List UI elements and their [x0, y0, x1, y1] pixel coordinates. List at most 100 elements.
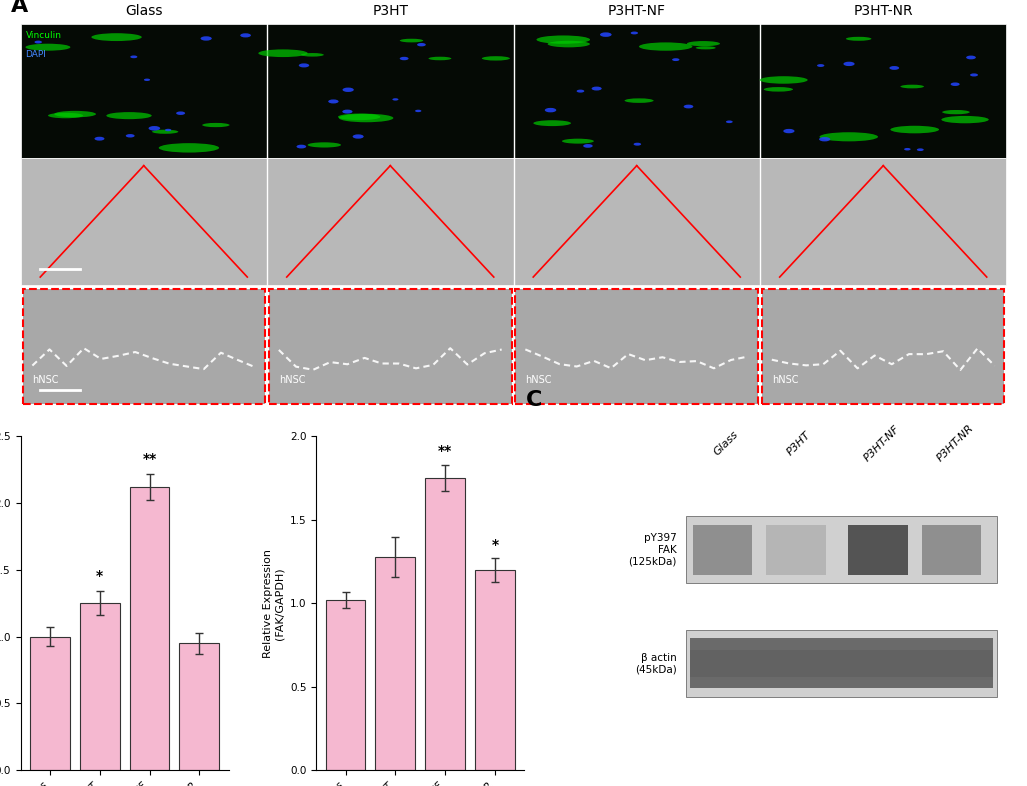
Bar — [326, 600, 366, 770]
Text: Glass: Glass — [125, 4, 162, 18]
Ellipse shape — [415, 110, 421, 112]
Ellipse shape — [149, 126, 160, 130]
Text: hNSC: hNSC — [33, 375, 59, 384]
Text: *: * — [97, 569, 104, 583]
Text: P3HT-NR: P3HT-NR — [935, 423, 976, 464]
Ellipse shape — [533, 120, 571, 126]
Ellipse shape — [966, 56, 976, 60]
Ellipse shape — [240, 33, 251, 38]
Ellipse shape — [562, 138, 594, 144]
Ellipse shape — [417, 43, 426, 46]
Bar — [690, 638, 993, 689]
Ellipse shape — [107, 112, 152, 119]
Bar — [760, 24, 1006, 158]
Bar — [267, 24, 514, 158]
Ellipse shape — [695, 46, 716, 50]
Ellipse shape — [339, 114, 393, 123]
Ellipse shape — [600, 32, 612, 37]
Ellipse shape — [159, 143, 219, 152]
Text: hNSC: hNSC — [772, 375, 798, 384]
Ellipse shape — [820, 132, 878, 141]
Text: **: ** — [439, 444, 452, 458]
Bar — [760, 158, 1006, 285]
Text: Vinculin: Vinculin — [26, 31, 62, 40]
Ellipse shape — [843, 61, 854, 66]
Bar — [21, 24, 267, 158]
Bar — [766, 525, 826, 575]
Bar — [23, 288, 265, 404]
Text: β actin
(45kDa): β actin (45kDa) — [635, 652, 677, 674]
Ellipse shape — [392, 98, 398, 101]
Bar — [267, 158, 514, 285]
Ellipse shape — [94, 137, 105, 141]
Text: P3HT: P3HT — [786, 429, 813, 457]
Ellipse shape — [917, 149, 923, 151]
Ellipse shape — [576, 90, 584, 93]
Text: Glass: Glass — [712, 429, 740, 457]
Text: P3HT-NF: P3HT-NF — [862, 424, 902, 463]
Ellipse shape — [144, 79, 150, 81]
Ellipse shape — [942, 116, 989, 123]
Ellipse shape — [26, 44, 71, 50]
Ellipse shape — [48, 113, 83, 118]
Ellipse shape — [684, 105, 693, 108]
Text: A: A — [10, 0, 28, 16]
Ellipse shape — [624, 98, 653, 103]
Ellipse shape — [904, 148, 911, 150]
Ellipse shape — [544, 108, 557, 112]
Bar — [686, 516, 997, 583]
Ellipse shape — [592, 86, 602, 90]
Bar — [848, 525, 908, 575]
Bar — [376, 556, 415, 770]
Ellipse shape — [784, 129, 795, 134]
Ellipse shape — [583, 144, 593, 148]
Ellipse shape — [942, 110, 969, 114]
Ellipse shape — [971, 73, 978, 76]
Bar — [692, 525, 752, 575]
Text: C: C — [526, 390, 542, 410]
Ellipse shape — [726, 120, 732, 123]
Ellipse shape — [54, 111, 96, 117]
Bar — [425, 478, 465, 770]
Ellipse shape — [177, 112, 185, 115]
Ellipse shape — [400, 57, 409, 61]
Bar — [690, 650, 993, 677]
Bar — [514, 24, 760, 158]
Ellipse shape — [202, 123, 230, 127]
Ellipse shape — [152, 130, 179, 134]
Text: P3HT-NR: P3HT-NR — [853, 4, 913, 18]
Bar — [30, 637, 70, 770]
Text: P3HT-NF: P3HT-NF — [608, 4, 665, 18]
Text: P3HT: P3HT — [372, 4, 409, 18]
Y-axis label: Relative Expression
(FAK/GAPDH): Relative Expression (FAK/GAPDH) — [263, 549, 284, 658]
Text: DAPI: DAPI — [26, 50, 46, 60]
Ellipse shape — [482, 56, 509, 61]
Ellipse shape — [200, 36, 212, 41]
Bar — [269, 288, 511, 404]
Ellipse shape — [536, 35, 591, 44]
Ellipse shape — [890, 126, 939, 134]
Text: pY397
FAK
(125kDa): pY397 FAK (125kDa) — [629, 533, 677, 567]
Ellipse shape — [901, 85, 924, 88]
Bar — [80, 604, 120, 770]
Ellipse shape — [672, 58, 680, 61]
Text: **: ** — [143, 452, 157, 466]
Bar — [686, 630, 997, 697]
Bar — [180, 644, 220, 770]
Ellipse shape — [428, 57, 451, 61]
Ellipse shape — [35, 41, 42, 43]
Ellipse shape — [631, 31, 638, 35]
Ellipse shape — [91, 33, 142, 41]
Ellipse shape — [165, 129, 172, 131]
Ellipse shape — [329, 100, 339, 104]
Ellipse shape — [130, 56, 138, 58]
Ellipse shape — [687, 41, 720, 46]
Ellipse shape — [820, 137, 830, 141]
Ellipse shape — [338, 113, 380, 120]
Ellipse shape — [889, 66, 900, 70]
Ellipse shape — [352, 134, 364, 138]
Ellipse shape — [301, 53, 324, 57]
Ellipse shape — [764, 87, 793, 92]
Bar — [476, 570, 515, 770]
Bar — [514, 158, 760, 285]
